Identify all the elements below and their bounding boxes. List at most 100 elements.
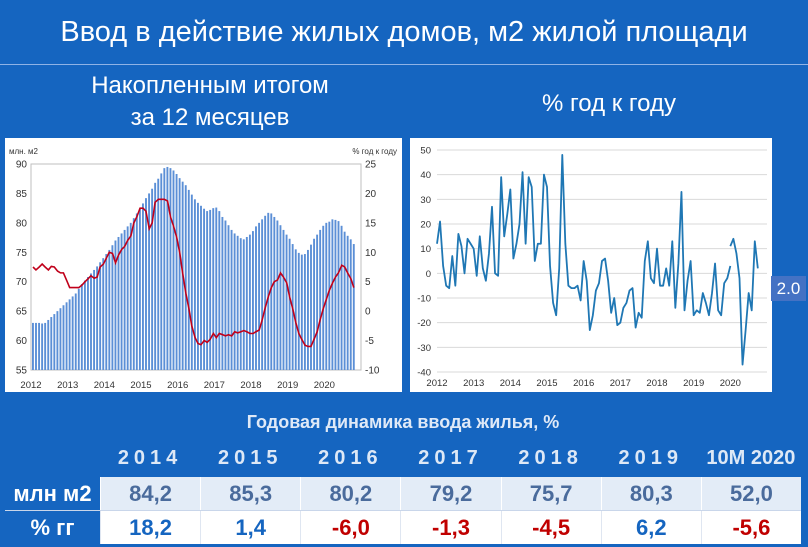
x-tick-label: 2020 bbox=[720, 378, 741, 389]
x-tick-label: 2014 bbox=[500, 378, 521, 389]
bar bbox=[117, 236, 120, 370]
right-panel-label: % год к году bbox=[542, 90, 676, 117]
bar bbox=[102, 258, 105, 370]
bar bbox=[59, 308, 62, 370]
table-cell: -1,3 bbox=[400, 511, 500, 544]
bar bbox=[120, 233, 123, 370]
bar bbox=[340, 225, 343, 370]
bar bbox=[114, 240, 117, 370]
bar bbox=[349, 239, 352, 370]
x-tick-label: 2017 bbox=[204, 380, 225, 391]
bar bbox=[83, 280, 86, 370]
bar bbox=[343, 231, 346, 370]
bar bbox=[252, 231, 254, 370]
year-header: 2019 bbox=[618, 446, 684, 469]
bar bbox=[87, 277, 89, 370]
bar bbox=[264, 215, 267, 370]
series-line bbox=[32, 198, 355, 348]
year-header: 10М 2020 bbox=[706, 446, 796, 469]
y2-tick-label: 25 bbox=[365, 160, 377, 171]
y2-tick-label: 5 bbox=[365, 277, 371, 288]
y2-tick-label: 20 bbox=[365, 189, 377, 200]
bar bbox=[96, 266, 99, 370]
bar bbox=[142, 203, 144, 370]
x-tick-label: 2016 bbox=[167, 380, 188, 391]
row-label-yoy: % гг bbox=[5, 511, 100, 544]
bar bbox=[111, 245, 114, 370]
table-cell: 52,0 bbox=[700, 477, 801, 510]
bar bbox=[325, 222, 328, 370]
x-tick-label: 2012 bbox=[426, 378, 447, 389]
y-tick-label: -20 bbox=[417, 318, 431, 329]
bar bbox=[80, 284, 83, 370]
bar bbox=[276, 220, 279, 370]
table-cell: -4,5 bbox=[500, 511, 601, 544]
series-line bbox=[729, 237, 759, 366]
bar bbox=[346, 235, 349, 370]
bar bbox=[178, 178, 181, 370]
bar bbox=[227, 225, 230, 370]
bar bbox=[190, 194, 193, 370]
year-header: 2015 bbox=[217, 446, 283, 469]
table-title: Годовая динамика ввода жилья, % bbox=[5, 406, 801, 439]
table-row-yoy: % гг 18,2 1,4 -6,0 -1,3 -4,5 6,2 -5,6 bbox=[5, 510, 801, 544]
bar bbox=[313, 238, 316, 370]
bar bbox=[307, 249, 309, 370]
bar bbox=[242, 239, 245, 370]
bar bbox=[300, 254, 303, 370]
y-tick-label: 20 bbox=[420, 220, 431, 231]
bar bbox=[200, 205, 202, 370]
x-tick-label: 2018 bbox=[646, 378, 667, 389]
table-cell: 1,4 bbox=[200, 511, 300, 544]
bar bbox=[68, 299, 71, 370]
yoy-chart: -40 -30 -20 -10 0 10 20 30 40 50 2012 2013 2014 2015 2… bbox=[410, 138, 772, 392]
bar bbox=[126, 226, 129, 370]
left-panel-label: Накопленным итогом за 12 месяцев bbox=[10, 70, 410, 134]
bar bbox=[209, 209, 212, 370]
y-tick-label: -10 bbox=[417, 294, 431, 305]
bar bbox=[267, 212, 270, 370]
x-tick-label: 2013 bbox=[463, 378, 484, 389]
bar bbox=[74, 293, 77, 370]
bar bbox=[297, 252, 300, 370]
bar bbox=[218, 211, 221, 370]
year-header: 2014 bbox=[117, 446, 183, 469]
bar bbox=[90, 273, 92, 370]
bar bbox=[93, 269, 96, 370]
bar bbox=[239, 238, 242, 370]
table-cell: 85,3 bbox=[200, 477, 300, 510]
bar bbox=[279, 225, 282, 370]
y-tick-label: 70 bbox=[16, 277, 28, 288]
y-tick-label: -40 bbox=[417, 368, 431, 379]
bar bbox=[282, 229, 285, 370]
bar bbox=[352, 244, 355, 370]
table-cell: 80,3 bbox=[600, 477, 701, 510]
table-row-volume: млн м2 84,2 85,3 80,2 79,2 75,7 80,3 52,… bbox=[5, 477, 801, 510]
bar bbox=[261, 219, 264, 370]
bar bbox=[166, 166, 169, 370]
bar bbox=[160, 173, 163, 370]
y-tick-label: 40 bbox=[420, 170, 431, 181]
bar bbox=[38, 322, 41, 370]
bar bbox=[187, 189, 190, 370]
table-corner bbox=[5, 439, 100, 477]
bar bbox=[319, 229, 322, 370]
bar bbox=[248, 234, 251, 370]
y-tick-label: 90 bbox=[16, 160, 28, 171]
bar bbox=[245, 236, 248, 370]
y2-tick-label: -5 bbox=[365, 336, 374, 347]
y-tick-label: 65 bbox=[16, 307, 28, 318]
y-tick-label: 80 bbox=[16, 218, 28, 229]
bar bbox=[108, 249, 111, 370]
bar bbox=[148, 193, 151, 370]
left-label-line1: Накопленным итогом bbox=[91, 72, 329, 99]
bar bbox=[233, 233, 236, 370]
bar bbox=[337, 221, 340, 370]
bar bbox=[157, 178, 160, 370]
x-tick-label: 2019 bbox=[277, 380, 298, 391]
table-cell: 84,2 bbox=[100, 477, 200, 510]
bar bbox=[44, 322, 47, 370]
bar bbox=[145, 198, 147, 370]
bar bbox=[236, 235, 239, 370]
bar bbox=[41, 323, 44, 370]
